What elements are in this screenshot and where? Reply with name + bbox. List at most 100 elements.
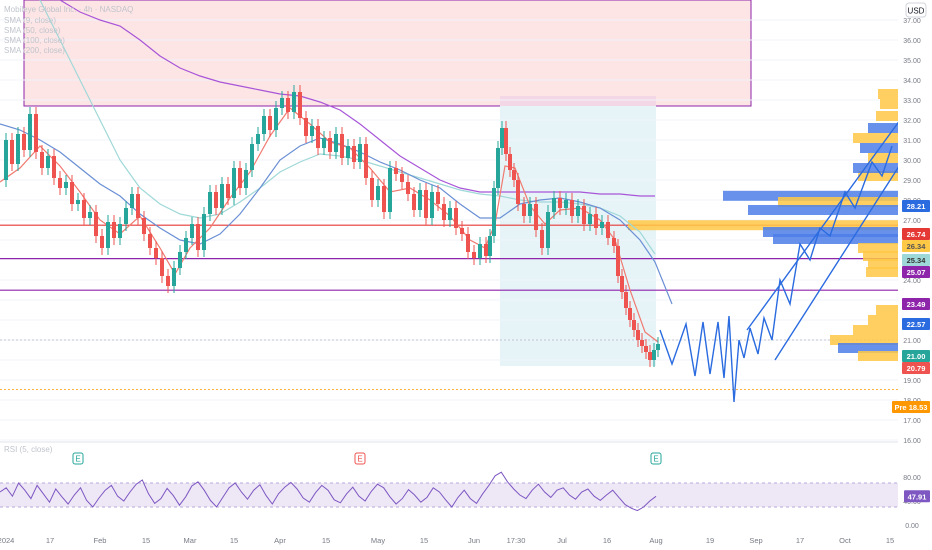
candle-body <box>478 244 482 258</box>
volume-profile-bar <box>880 99 898 109</box>
time-tick-label: 15 <box>886 536 894 545</box>
candle-body <box>460 228 464 234</box>
time-tick-label: 15 <box>322 536 330 545</box>
candle-body <box>238 168 242 188</box>
rsi-current-box <box>904 490 930 503</box>
candle-body <box>10 140 14 164</box>
price-label-box <box>902 362 930 374</box>
candle-body <box>244 170 248 188</box>
candle-body <box>184 238 188 252</box>
candle-body <box>256 134 260 144</box>
price-tick-label: 19.00 <box>903 378 921 385</box>
volume-profile-bar <box>858 351 898 361</box>
volume-profile-bar <box>878 89 898 99</box>
volume-profile-bar <box>748 205 898 215</box>
candle-body <box>600 222 604 228</box>
channel-upper-line <box>746 115 904 331</box>
candle-body <box>582 206 586 224</box>
candle-body <box>558 198 562 208</box>
candle-body <box>522 204 526 216</box>
candle-body <box>516 180 520 204</box>
candle-body <box>400 174 404 182</box>
candle-body <box>208 192 212 214</box>
volume-profile-bar <box>830 335 898 345</box>
candle-body <box>214 192 218 208</box>
candle-body <box>496 148 500 188</box>
volume-profile-bar <box>853 133 898 143</box>
earnings-marker[interactable]: E <box>354 452 366 465</box>
volume-profile-bar <box>876 111 898 121</box>
rsi-tick-label: 40.00 <box>903 499 921 506</box>
earnings-marker[interactable]: E <box>650 452 662 465</box>
candle-body <box>540 230 544 248</box>
earnings-marker-label: E <box>357 455 362 464</box>
candle-body <box>22 134 26 150</box>
price-label-text: 26.74 <box>907 230 927 239</box>
candle-body <box>274 108 278 130</box>
candle-body <box>262 116 266 134</box>
earnings-marker-box <box>354 452 366 465</box>
indicator-sma100[interactable]: SMA (100, close) <box>4 36 65 45</box>
price-label-text: Pre 18.53 <box>895 403 928 412</box>
candle-body <box>370 178 374 200</box>
time-tick-label: 17 <box>796 536 804 545</box>
price-label-text: 20.79 <box>907 364 926 373</box>
candle-body <box>424 190 428 218</box>
indicator-sma200[interactable]: SMA (200, close) <box>4 46 65 55</box>
candle-body <box>552 198 556 212</box>
candle-body <box>436 192 440 204</box>
rsi-tick-label: 80.00 <box>903 475 921 482</box>
time-tick-label: May <box>371 536 385 545</box>
volume-profile-bar <box>868 123 898 133</box>
zone-measure-box-pink <box>500 96 656 106</box>
currency-button[interactable] <box>905 2 927 18</box>
price-tick-label: 27.00 <box>903 218 921 225</box>
time-tick-label: 15 <box>142 536 150 545</box>
price-tick-label: 24.00 <box>903 278 921 285</box>
candle-body <box>40 152 44 168</box>
candle-body <box>148 234 152 248</box>
candle-body <box>492 188 496 236</box>
projection-zigzag <box>659 145 893 403</box>
earnings-marker-label: E <box>653 455 658 464</box>
indicator-sma9[interactable]: SMA (9, close) <box>4 16 56 25</box>
projection-drawing[interactable] <box>659 115 904 403</box>
earnings-marker[interactable]: E <box>72 452 84 465</box>
candle-body <box>118 224 122 238</box>
candle-body <box>588 214 592 224</box>
candle-body <box>628 308 632 320</box>
candle-body <box>652 350 656 360</box>
time-tick-label: Oct <box>839 536 852 545</box>
candle-body <box>512 170 516 180</box>
candle-body <box>142 218 146 234</box>
price-labels: 28.21 26.74 26.34 25.34 25.07 23.49 22.57 21.00… <box>892 200 930 503</box>
candle-body <box>546 212 550 248</box>
price-label-text: 23.49 <box>907 300 926 309</box>
candle-body <box>508 154 512 170</box>
candle-body <box>632 320 636 330</box>
rsi-label[interactable]: RSI (5, close) <box>4 445 53 454</box>
candle-body <box>636 330 640 340</box>
indicator-sma50[interactable]: SMA (50, close) <box>4 26 61 35</box>
candle-body <box>570 200 574 216</box>
candle-body <box>310 126 314 136</box>
candle-body <box>340 134 344 158</box>
candle-body <box>166 276 170 286</box>
candle-body <box>46 156 50 168</box>
rsi-pane <box>0 441 932 512</box>
time-tick-label: Jun <box>468 536 480 545</box>
candle-body <box>364 144 368 178</box>
price-label-box <box>902 350 930 362</box>
time-tick-label: Sep <box>749 536 762 545</box>
candle-body <box>648 352 652 360</box>
currency-label: USD <box>908 7 925 16</box>
candle-body <box>4 140 8 180</box>
time-axis[interactable]: 2024 17 Feb 15 Mar 15 Apr 15 May 15 Jun 17:30 Jul 16 A… <box>0 536 894 545</box>
price-tick-label: 34.00 <box>903 78 921 85</box>
symbol-title: Mobileye Global Inc. · 4h · NASDAQ <box>4 5 133 14</box>
candle-body <box>64 182 68 188</box>
candle-body <box>100 236 104 248</box>
time-tick-label: Feb <box>94 536 107 545</box>
